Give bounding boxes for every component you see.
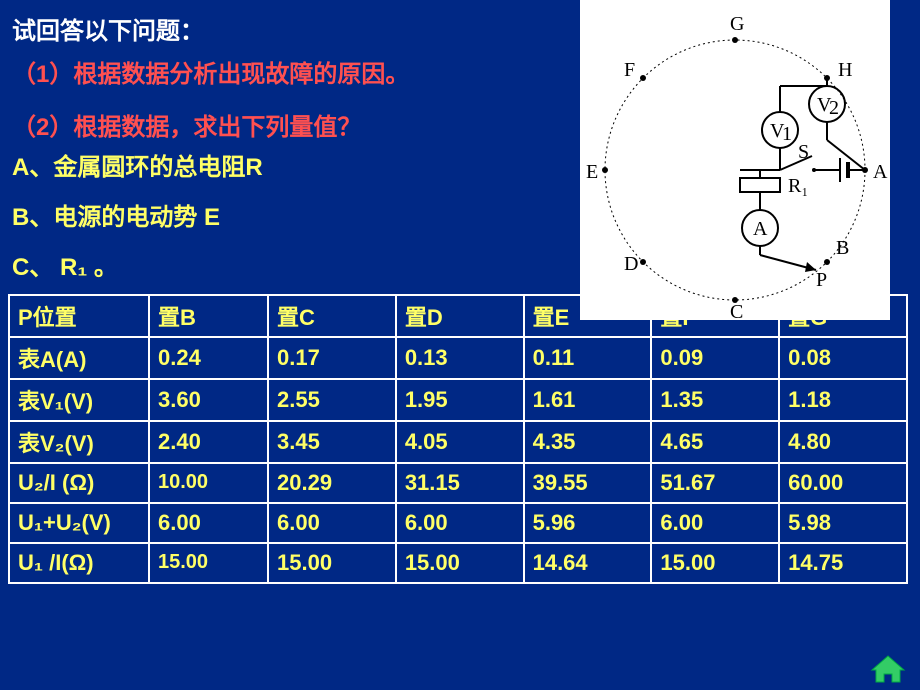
cell: 10.00 bbox=[149, 463, 268, 503]
cell: 14.75 bbox=[779, 543, 907, 583]
cell: 1.35 bbox=[651, 379, 779, 421]
cell: 31.15 bbox=[396, 463, 524, 503]
cell: 60.00 bbox=[779, 463, 907, 503]
cell: 15.00 bbox=[268, 543, 396, 583]
row-label: U₁+U₂(V) bbox=[9, 503, 149, 543]
header-cell: 置C bbox=[268, 295, 396, 337]
cell: 15.00 bbox=[651, 543, 779, 583]
table-row: U₁ /I(Ω) 15.00 15.00 15.00 14.64 15.00 1… bbox=[9, 543, 907, 583]
cell: 6.00 bbox=[651, 503, 779, 543]
cell: 4.80 bbox=[779, 421, 907, 463]
row-label: 表V₂(V) bbox=[9, 421, 149, 463]
cell: 3.45 bbox=[268, 421, 396, 463]
table-row: 表V₁(V) 3.60 2.55 1.95 1.61 1.35 1.18 bbox=[9, 379, 907, 421]
row-label: U₂/I (Ω) bbox=[9, 463, 149, 503]
cell: 15.00 bbox=[149, 543, 268, 583]
row-label: U₁ /I(Ω) bbox=[9, 543, 149, 583]
header-cell: 置D bbox=[396, 295, 524, 337]
label-E: E bbox=[586, 161, 598, 183]
table-row: U₂/I (Ω) 10.00 20.29 31.15 39.55 51.67 6… bbox=[9, 463, 907, 503]
svg-text:A: A bbox=[753, 218, 768, 240]
label-H: H bbox=[838, 59, 852, 81]
cell: 0.17 bbox=[268, 337, 396, 379]
cell: 4.65 bbox=[651, 421, 779, 463]
cell: 2.40 bbox=[149, 421, 268, 463]
cell: 14.64 bbox=[524, 543, 652, 583]
cell: 6.00 bbox=[396, 503, 524, 543]
circuit-diagram: A B C D E F G H V2 V1 bbox=[580, 0, 890, 320]
cell: 0.09 bbox=[651, 337, 779, 379]
resistor-r1 bbox=[740, 178, 780, 192]
data-table: P位置 置B 置C 置D 置E 置F 置G 表A(A) 0.24 0.17 0.… bbox=[8, 294, 908, 584]
cell: 39.55 bbox=[524, 463, 652, 503]
label-R1: R₁ bbox=[788, 175, 808, 197]
svg-text:1: 1 bbox=[782, 123, 792, 145]
table-row: 表A(A) 0.24 0.17 0.13 0.11 0.09 0.08 bbox=[9, 337, 907, 379]
cell: 5.96 bbox=[524, 503, 652, 543]
table-row: U₁+U₂(V) 6.00 6.00 6.00 5.96 6.00 5.98 bbox=[9, 503, 907, 543]
cell: 6.00 bbox=[268, 503, 396, 543]
table-row: 表V₂(V) 2.40 3.45 4.05 4.35 4.65 4.80 bbox=[9, 421, 907, 463]
cell: 0.24 bbox=[149, 337, 268, 379]
cell: 51.67 bbox=[651, 463, 779, 503]
cell: 15.00 bbox=[396, 543, 524, 583]
cell: 0.08 bbox=[779, 337, 907, 379]
label-G: G bbox=[730, 13, 744, 35]
label-P: P bbox=[816, 269, 827, 291]
label-F: F bbox=[624, 59, 635, 81]
cell: 0.11 bbox=[524, 337, 652, 379]
home-icon[interactable] bbox=[870, 654, 906, 684]
cell: 2.55 bbox=[268, 379, 396, 421]
row-label: 表V₁(V) bbox=[9, 379, 149, 421]
cell: 4.05 bbox=[396, 421, 524, 463]
label-A: A bbox=[873, 161, 888, 183]
cell: 5.98 bbox=[779, 503, 907, 543]
cell: 6.00 bbox=[149, 503, 268, 543]
cell: 1.95 bbox=[396, 379, 524, 421]
cell: 1.61 bbox=[524, 379, 652, 421]
row-label: 表A(A) bbox=[9, 337, 149, 379]
label-B: B bbox=[836, 237, 849, 259]
cell: 4.35 bbox=[524, 421, 652, 463]
header-cell: P位置 bbox=[9, 295, 149, 337]
label-D: D bbox=[624, 253, 638, 275]
label-C: C bbox=[730, 301, 743, 320]
header-cell: 置B bbox=[149, 295, 268, 337]
cell: 3.60 bbox=[149, 379, 268, 421]
svg-text:2: 2 bbox=[829, 97, 839, 119]
cell: 1.18 bbox=[779, 379, 907, 421]
cell: 0.13 bbox=[396, 337, 524, 379]
label-S: S bbox=[798, 141, 809, 163]
cell: 20.29 bbox=[268, 463, 396, 503]
